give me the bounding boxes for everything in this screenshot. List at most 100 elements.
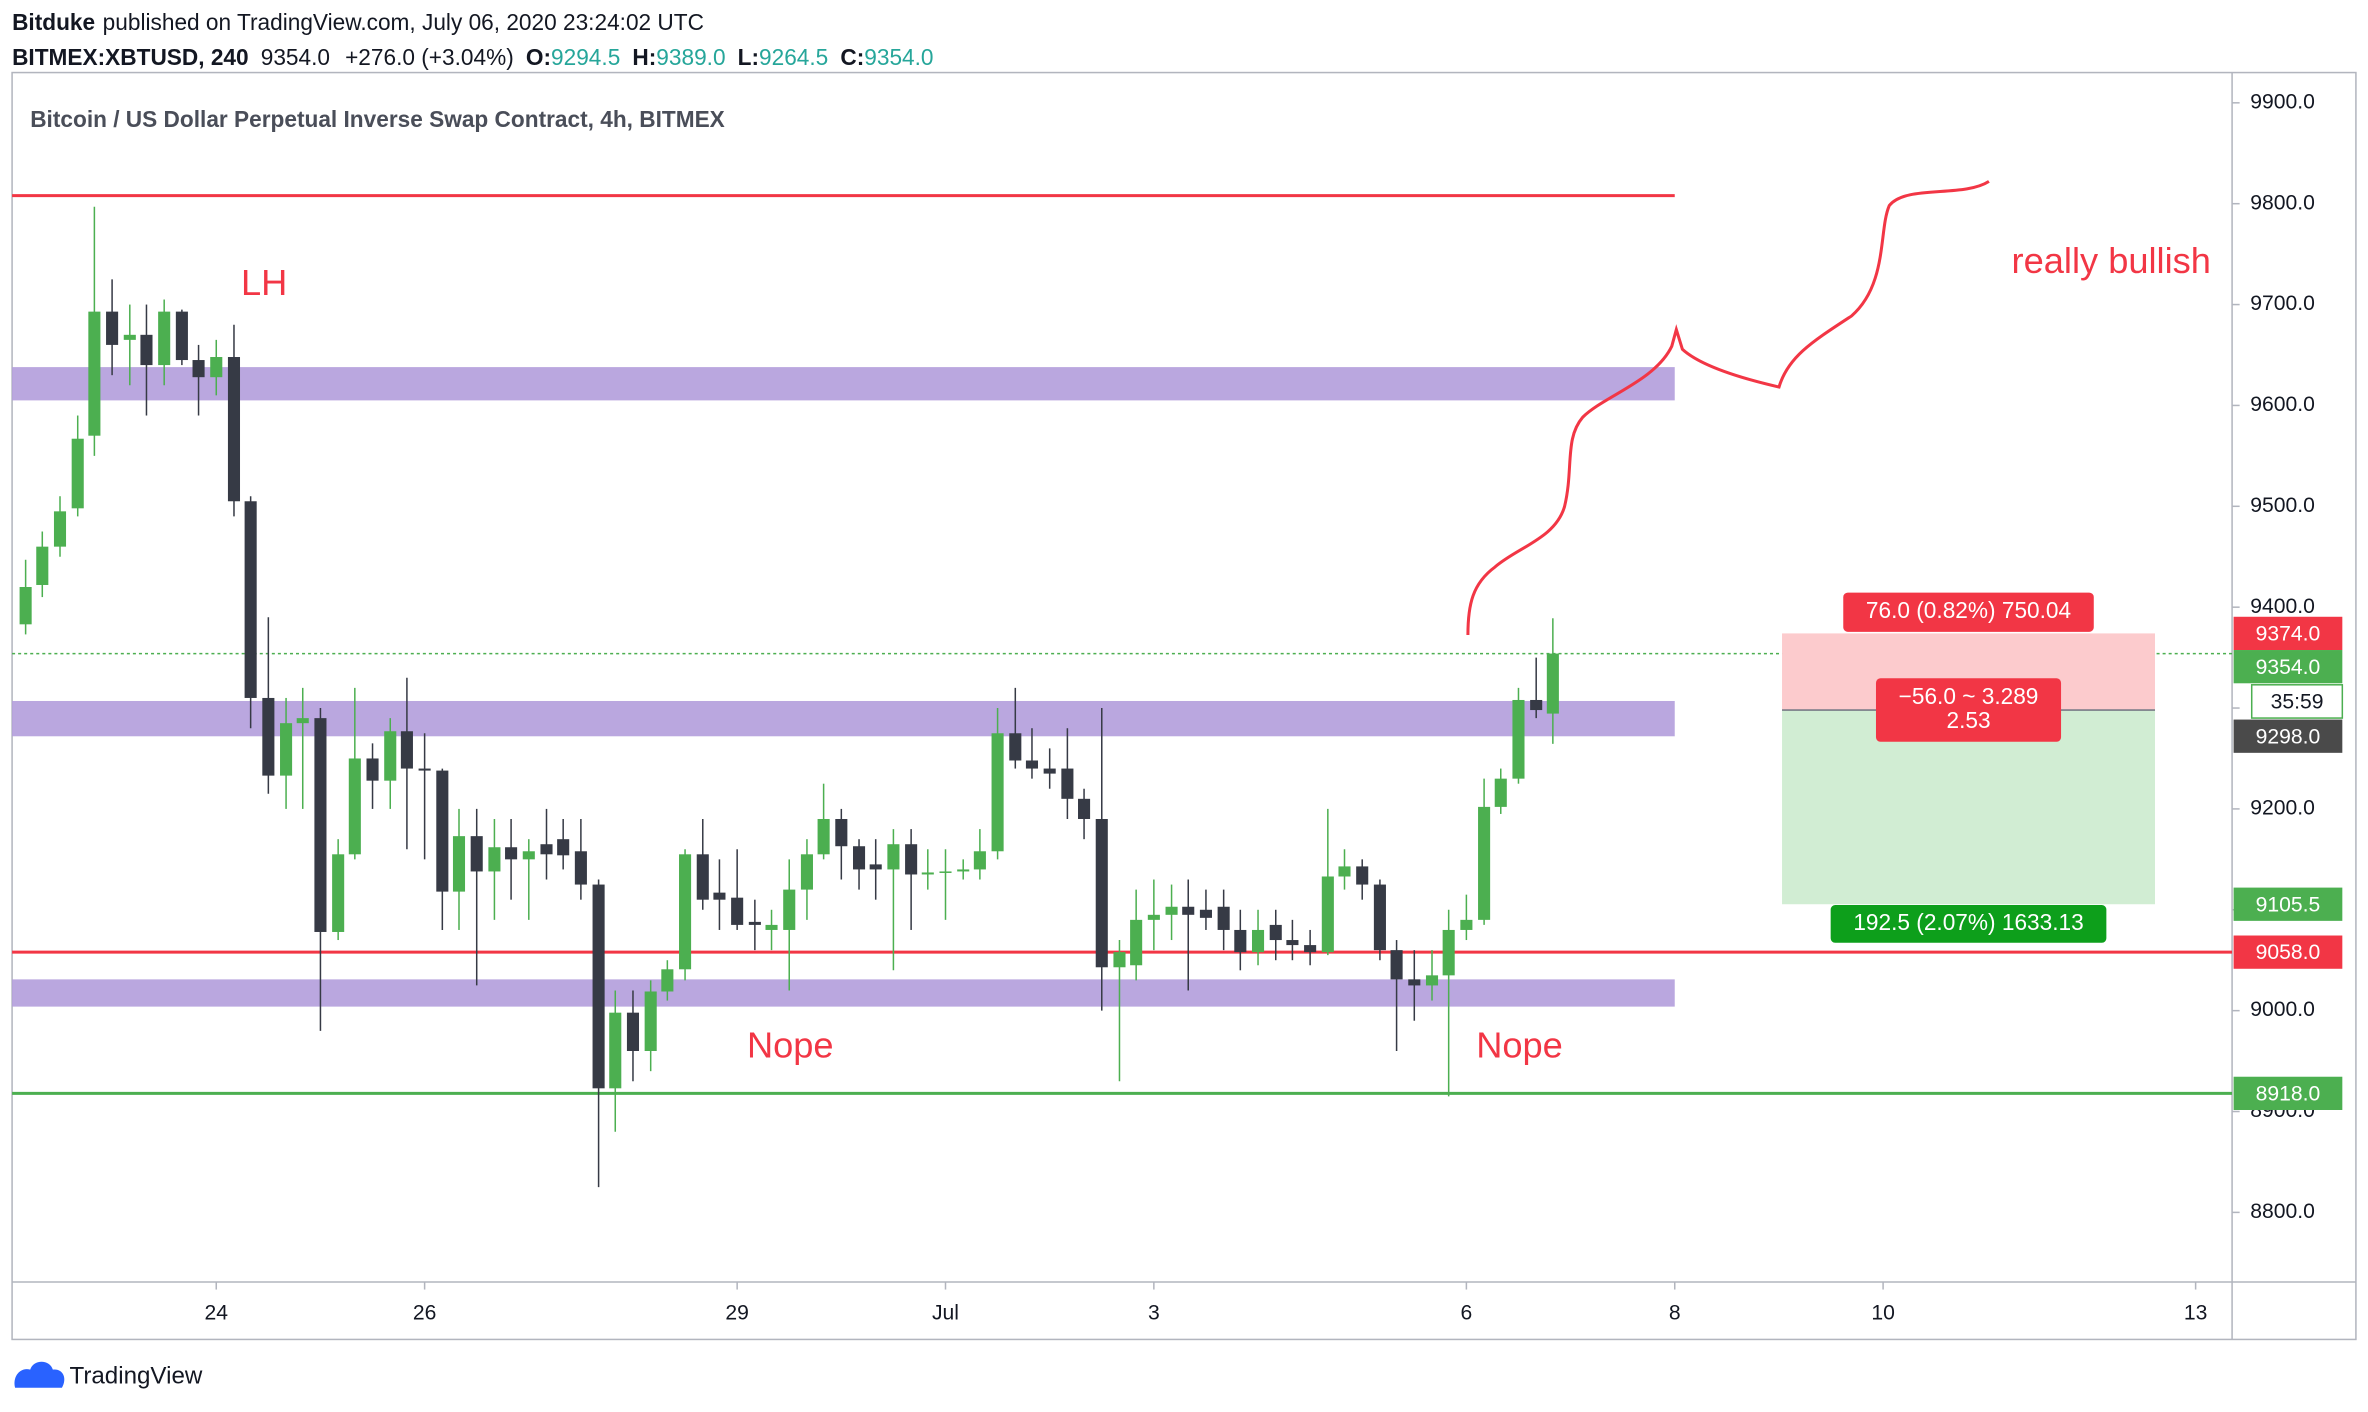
candle-body — [71, 438, 84, 509]
candle-body — [123, 334, 136, 340]
x-tick-label: 26 — [413, 1301, 437, 1324]
candle-body — [436, 770, 449, 892]
candle-body — [106, 311, 119, 345]
candle-body — [1199, 909, 1212, 918]
candle-body — [400, 731, 413, 769]
candle-body — [418, 768, 431, 771]
candle-body — [887, 844, 900, 870]
candle-body — [1113, 952, 1126, 968]
candle-body — [957, 869, 970, 872]
ohlc-value: 9389.0 — [656, 44, 725, 70]
candle-body — [1390, 950, 1403, 980]
ohlc-key: H: — [632, 44, 656, 70]
candle-body — [244, 501, 257, 698]
candle-body — [1373, 884, 1386, 951]
candle-body — [175, 311, 188, 361]
price-label: 9298.0 — [2256, 725, 2321, 748]
candle-body — [1425, 975, 1439, 986]
candle-body — [817, 818, 830, 855]
chart-title: Bitcoin / US Dollar Perpetual Inverse Sw… — [30, 106, 725, 132]
y-tick-label: 9900.0 — [2250, 90, 2315, 113]
candle-body — [696, 854, 709, 900]
candle-body — [557, 839, 570, 856]
annotation: Nope — [747, 1025, 834, 1066]
candle-body — [140, 334, 153, 366]
target-label-box — [1830, 904, 2107, 943]
symbol: BITMEX:XBTUSD, 240 — [12, 44, 249, 70]
candle-body — [1286, 940, 1299, 946]
candle-body — [661, 969, 674, 992]
candle-body — [19, 586, 32, 625]
candle-body — [1147, 914, 1160, 920]
price-label-box — [2233, 616, 2343, 651]
zone — [12, 367, 1675, 401]
candle-body — [1321, 876, 1334, 953]
price-label-box — [2233, 935, 2343, 969]
y-tick-label: 9700.0 — [2250, 292, 2315, 315]
candle-body — [1460, 919, 1473, 930]
candle-body — [973, 851, 986, 870]
candle-body — [158, 311, 171, 366]
candle-body — [1165, 906, 1178, 915]
x-tick-label: 8 — [1669, 1301, 1681, 1324]
change: +276.0 (+3.04%) — [345, 44, 514, 70]
center-label: 2.53 — [1946, 707, 1990, 733]
annotation: really bullish — [2012, 240, 2211, 281]
candle-body — [1546, 653, 1559, 714]
candle-body — [852, 846, 866, 870]
candle-body — [644, 991, 657, 1051]
candle-body — [540, 844, 553, 855]
candle-body — [332, 854, 345, 932]
candle-body — [574, 851, 587, 885]
candle-body — [296, 718, 309, 724]
ohlc-value: 9264.5 — [759, 44, 828, 70]
candle-body — [470, 836, 483, 872]
candle-body — [1217, 906, 1230, 930]
candle-body — [192, 360, 205, 378]
x-tick-label: Jul — [932, 1301, 959, 1324]
x-tick-label: 10 — [1871, 1301, 1895, 1324]
price-label-box — [2233, 887, 2343, 921]
ohlc-key: O: — [526, 44, 551, 70]
logo-icon — [14, 1361, 65, 1388]
annotation: Nope — [1476, 1025, 1563, 1066]
brand: TradingView — [69, 1363, 202, 1390]
price-label-box — [2233, 1076, 2343, 1110]
candle-body — [626, 1012, 640, 1051]
ohlc-value: 9354.0 — [864, 44, 933, 70]
candle-body — [905, 844, 918, 875]
candle-body — [280, 723, 293, 776]
countdown-box — [2250, 684, 2344, 719]
price-label: 9354.0 — [2256, 656, 2321, 679]
candle-body — [783, 889, 796, 930]
drawing-curve — [1466, 180, 1990, 635]
candle-body — [1269, 924, 1282, 941]
candle-body — [1478, 806, 1491, 920]
x-tick-label: 6 — [1461, 1301, 1473, 1324]
candle-body — [1095, 818, 1108, 968]
footer-logo: TradingView — [14, 1361, 203, 1390]
candle-body — [384, 731, 397, 781]
candle-body — [488, 847, 501, 872]
candle-body — [1130, 919, 1143, 966]
axis-labels: 8800.08900.09000.09100.09200.09300.09400… — [205, 90, 2344, 1324]
candle-body — [1356, 866, 1369, 885]
y-tick-label: 9500.0 — [2250, 494, 2315, 517]
candle-body — [1494, 778, 1507, 807]
candle-body — [1408, 979, 1421, 986]
candle-body — [1530, 699, 1543, 711]
candle-body — [835, 818, 848, 847]
candle-body — [921, 872, 934, 875]
candle-body — [53, 511, 67, 547]
candle-body — [1512, 699, 1525, 779]
last-price: 9354.0 — [261, 44, 330, 70]
ohlc-value: 9294.5 — [551, 44, 620, 70]
candle-body — [869, 864, 882, 870]
candle-body — [262, 697, 275, 776]
candle-body — [348, 758, 361, 855]
plot: LH Nope Nope really bullish 76.0 (0.82%) 750… — [12, 194, 2233, 1188]
candle-body — [748, 921, 761, 925]
candle-body — [679, 854, 692, 970]
candle-body — [765, 924, 778, 930]
